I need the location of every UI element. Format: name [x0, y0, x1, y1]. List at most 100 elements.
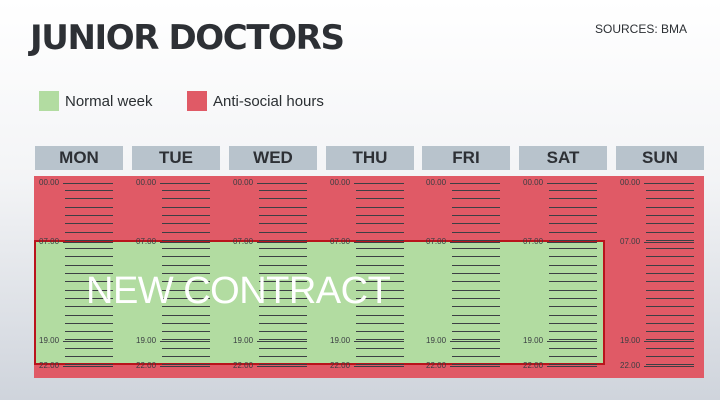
hour-tick	[452, 248, 500, 249]
hour-tick	[452, 356, 500, 357]
hour-tick	[452, 207, 500, 208]
day-header-fri: FRI	[422, 146, 510, 170]
hour-tick	[259, 215, 307, 216]
time-marker-line	[644, 183, 694, 184]
time-label: 19.00	[330, 336, 351, 345]
hour-tick	[259, 256, 307, 257]
hour-tick	[646, 290, 694, 291]
day-header-sun: SUN	[616, 146, 704, 170]
hour-tick	[65, 339, 113, 340]
hour-tick	[162, 215, 210, 216]
day-header-thu: THU	[326, 146, 414, 170]
hour-tick	[646, 323, 694, 324]
hour-tick	[549, 348, 597, 349]
hour-tick	[356, 298, 404, 299]
time-marker-line	[644, 242, 694, 243]
hour-tick	[549, 339, 597, 340]
hour-tick	[646, 232, 694, 233]
hour-tick	[549, 298, 597, 299]
hour-tick	[549, 356, 597, 357]
hour-tick	[452, 298, 500, 299]
hour-tick	[549, 240, 597, 241]
legend-label-normal-week: Normal week	[65, 92, 153, 110]
hour-tick	[646, 240, 694, 241]
hour-tick	[162, 248, 210, 249]
hour-tick	[646, 281, 694, 282]
hour-tick	[65, 190, 113, 191]
hour-tick	[356, 364, 404, 365]
hour-tick	[65, 265, 113, 266]
hour-tick	[162, 356, 210, 357]
time-label: 00.00	[426, 178, 447, 187]
time-label: 19.00	[136, 336, 157, 345]
time-label: 07.00	[620, 237, 641, 246]
hour-tick	[549, 273, 597, 274]
hour-tick	[259, 364, 307, 365]
hour-tick	[646, 273, 694, 274]
hour-tick	[646, 256, 694, 257]
time-marker-line	[160, 242, 210, 243]
hour-tick	[65, 256, 113, 257]
hour-tick	[259, 198, 307, 199]
hour-tick	[356, 356, 404, 357]
hour-tick	[162, 207, 210, 208]
time-label: 22.00	[330, 361, 351, 370]
hour-tick	[646, 364, 694, 365]
time-label: 19.00	[426, 336, 447, 345]
hour-tick	[646, 331, 694, 332]
time-marker-line	[160, 183, 210, 184]
time-label: 07.00	[426, 237, 447, 246]
legend-swatch-normal-week	[39, 91, 59, 111]
time-marker-line	[547, 242, 597, 243]
hour-tick	[356, 348, 404, 349]
hour-tick	[259, 315, 307, 316]
time-label: 22.00	[136, 361, 157, 370]
hour-tick	[549, 331, 597, 332]
hour-tick	[356, 331, 404, 332]
hour-tick	[646, 190, 694, 191]
hour-tick	[356, 281, 404, 282]
hour-tick	[646, 306, 694, 307]
hour-tick	[549, 190, 597, 191]
hour-tick	[452, 273, 500, 274]
time-marker-line	[354, 341, 404, 342]
hour-tick	[259, 306, 307, 307]
hour-tick	[259, 323, 307, 324]
time-marker-line	[354, 242, 404, 243]
hour-tick	[65, 223, 113, 224]
time-label: 22.00	[39, 361, 60, 370]
hour-tick	[549, 315, 597, 316]
hour-tick	[356, 265, 404, 266]
time-label: 19.00	[620, 336, 641, 345]
hour-tick	[259, 331, 307, 332]
time-label: 22.00	[426, 361, 447, 370]
hour-tick	[452, 331, 500, 332]
hour-tick	[65, 273, 113, 274]
hour-tick	[452, 339, 500, 340]
hour-tick	[452, 323, 500, 324]
hour-tick	[259, 248, 307, 249]
time-label: 19.00	[39, 336, 60, 345]
time-marker-line	[450, 366, 500, 367]
day-header-wed: WED	[229, 146, 317, 170]
hour-tick	[65, 364, 113, 365]
time-marker-line	[257, 183, 307, 184]
hour-tick	[452, 223, 500, 224]
hour-tick	[356, 339, 404, 340]
hour-tick	[162, 315, 210, 316]
time-marker-line	[257, 341, 307, 342]
time-marker-line	[644, 366, 694, 367]
hour-tick	[65, 306, 113, 307]
hour-tick	[65, 323, 113, 324]
hour-tick	[162, 256, 210, 257]
time-marker-line	[450, 183, 500, 184]
hour-tick	[65, 207, 113, 208]
hour-tick	[259, 356, 307, 357]
hour-tick	[549, 323, 597, 324]
legend-item-anti-social-hours: Anti-social hours	[187, 91, 324, 111]
hour-tick	[646, 315, 694, 316]
hour-tick	[549, 290, 597, 291]
time-marker-line	[160, 366, 210, 367]
time-label: 22.00	[523, 361, 544, 370]
hour-tick	[356, 198, 404, 199]
